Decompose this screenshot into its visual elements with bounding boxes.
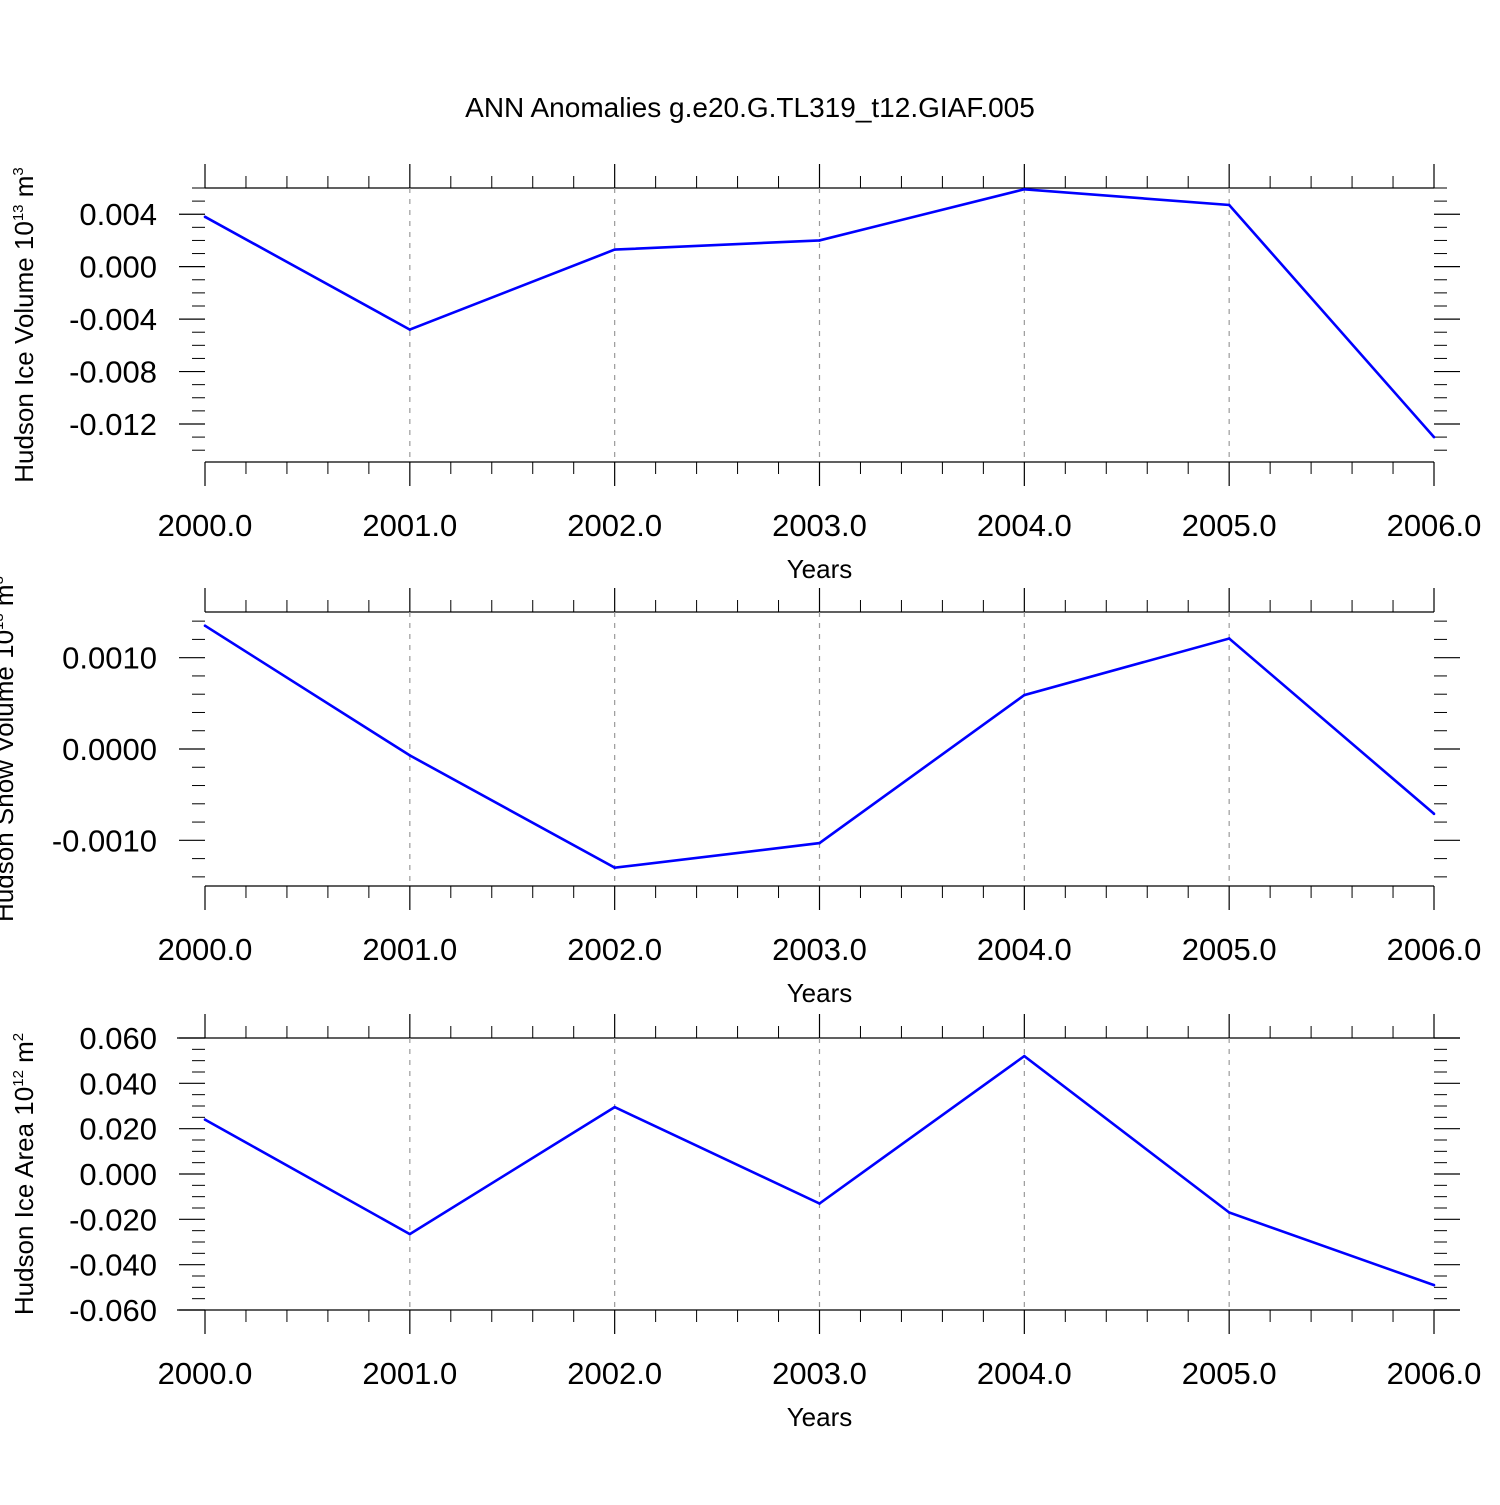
x-tick-label: 2006.0 bbox=[1387, 508, 1482, 543]
x-tick-label: 2002.0 bbox=[567, 932, 662, 967]
data-point bbox=[818, 1202, 821, 1205]
data-point bbox=[1432, 1283, 1436, 1287]
y-tick-label: 0.040 bbox=[79, 1066, 157, 1101]
x-axis-label: Years bbox=[787, 554, 853, 584]
x-tick-label: 2003.0 bbox=[772, 932, 867, 967]
data-point bbox=[1023, 693, 1026, 697]
data-point bbox=[818, 841, 821, 845]
x-tick-label: 2001.0 bbox=[362, 932, 457, 967]
data-point bbox=[613, 1105, 616, 1109]
data-point bbox=[1227, 203, 1231, 207]
y-tick-label: 0.000 bbox=[79, 250, 157, 285]
data-point bbox=[1023, 1054, 1026, 1058]
x-tick-label: 2004.0 bbox=[977, 508, 1072, 543]
x-axis-label: Years bbox=[787, 978, 853, 1008]
panel-3: 0.0600.0400.0200.000-0.020-0.040-0.06020… bbox=[9, 1014, 1481, 1432]
y-tick-label: 0.004 bbox=[79, 197, 157, 232]
figure-title: ANN Anomalies g.e20.G.TL319_t12.GIAF.005 bbox=[465, 92, 1035, 123]
data-point bbox=[408, 754, 412, 757]
y-tick-label: -0.060 bbox=[69, 1293, 157, 1328]
data-point bbox=[203, 215, 207, 219]
y-tick-label: 0.0000 bbox=[62, 732, 157, 767]
x-tick-label: 2004.0 bbox=[977, 1356, 1072, 1391]
x-tick-label: 2003.0 bbox=[772, 508, 867, 543]
x-tick-label: 2000.0 bbox=[158, 1356, 253, 1391]
y-tick-label: 0.060 bbox=[79, 1021, 157, 1056]
x-tick-label: 2004.0 bbox=[977, 932, 1072, 967]
data-point bbox=[203, 1118, 207, 1121]
y-tick-label: -0.012 bbox=[69, 407, 157, 442]
y-tick-label: -0.040 bbox=[69, 1248, 157, 1283]
x-tick-label: 2000.0 bbox=[158, 508, 253, 543]
x-tick-label: 2001.0 bbox=[362, 1356, 457, 1391]
y-tick-label: 0.020 bbox=[79, 1112, 157, 1147]
x-tick-label: 2001.0 bbox=[362, 508, 457, 543]
data-point bbox=[1432, 812, 1436, 816]
data-point bbox=[203, 624, 207, 627]
x-tick-label: 2002.0 bbox=[567, 1356, 662, 1391]
data-point bbox=[408, 328, 412, 331]
data-point bbox=[1227, 637, 1231, 640]
x-tick-label: 2005.0 bbox=[1182, 508, 1277, 543]
x-axis-label: Years bbox=[787, 1402, 853, 1432]
y-tick-label: 0.000 bbox=[79, 1157, 157, 1192]
x-tick-label: 2000.0 bbox=[158, 932, 253, 967]
data-point bbox=[613, 866, 616, 870]
panel-2: 0.0010 0.0000 -0.0010 2000.0 2001.0 2002.0 200… bbox=[0, 576, 1481, 1008]
x-tick-label: 2005.0 bbox=[1182, 932, 1277, 967]
y-tick-label: -0.020 bbox=[69, 1202, 157, 1237]
x-tick-label: 2005.0 bbox=[1182, 1356, 1277, 1391]
y-tick-label: -0.008 bbox=[69, 355, 157, 390]
data-point bbox=[1023, 188, 1026, 191]
y-axis-label: Hudson Ice Area 1012 m2 bbox=[9, 1033, 39, 1315]
data-point bbox=[818, 239, 821, 242]
panel-1: 0.004 0.000 -0.004 -0.008 -0.012 2000.0 2001.0… bbox=[9, 164, 1481, 584]
data-point bbox=[1432, 435, 1436, 439]
data-point bbox=[1227, 1211, 1231, 1214]
data-point bbox=[613, 248, 616, 251]
y-axis-label: Hudson Ice Volume 1013 m3 bbox=[9, 167, 39, 483]
y-tick-label: -0.0010 bbox=[52, 823, 157, 858]
x-tick-label: 2006.0 bbox=[1387, 1356, 1482, 1391]
data-point bbox=[408, 1232, 412, 1236]
y-tick-label: 0.0010 bbox=[62, 641, 157, 676]
x-tick-label: 2003.0 bbox=[772, 1356, 867, 1391]
x-tick-label: 2002.0 bbox=[567, 508, 662, 543]
y-axis-label: Hudson Snow Volume 1013 m3 bbox=[0, 576, 19, 922]
x-tick-label: 2006.0 bbox=[1387, 932, 1482, 967]
y-tick-label: -0.004 bbox=[69, 302, 157, 337]
